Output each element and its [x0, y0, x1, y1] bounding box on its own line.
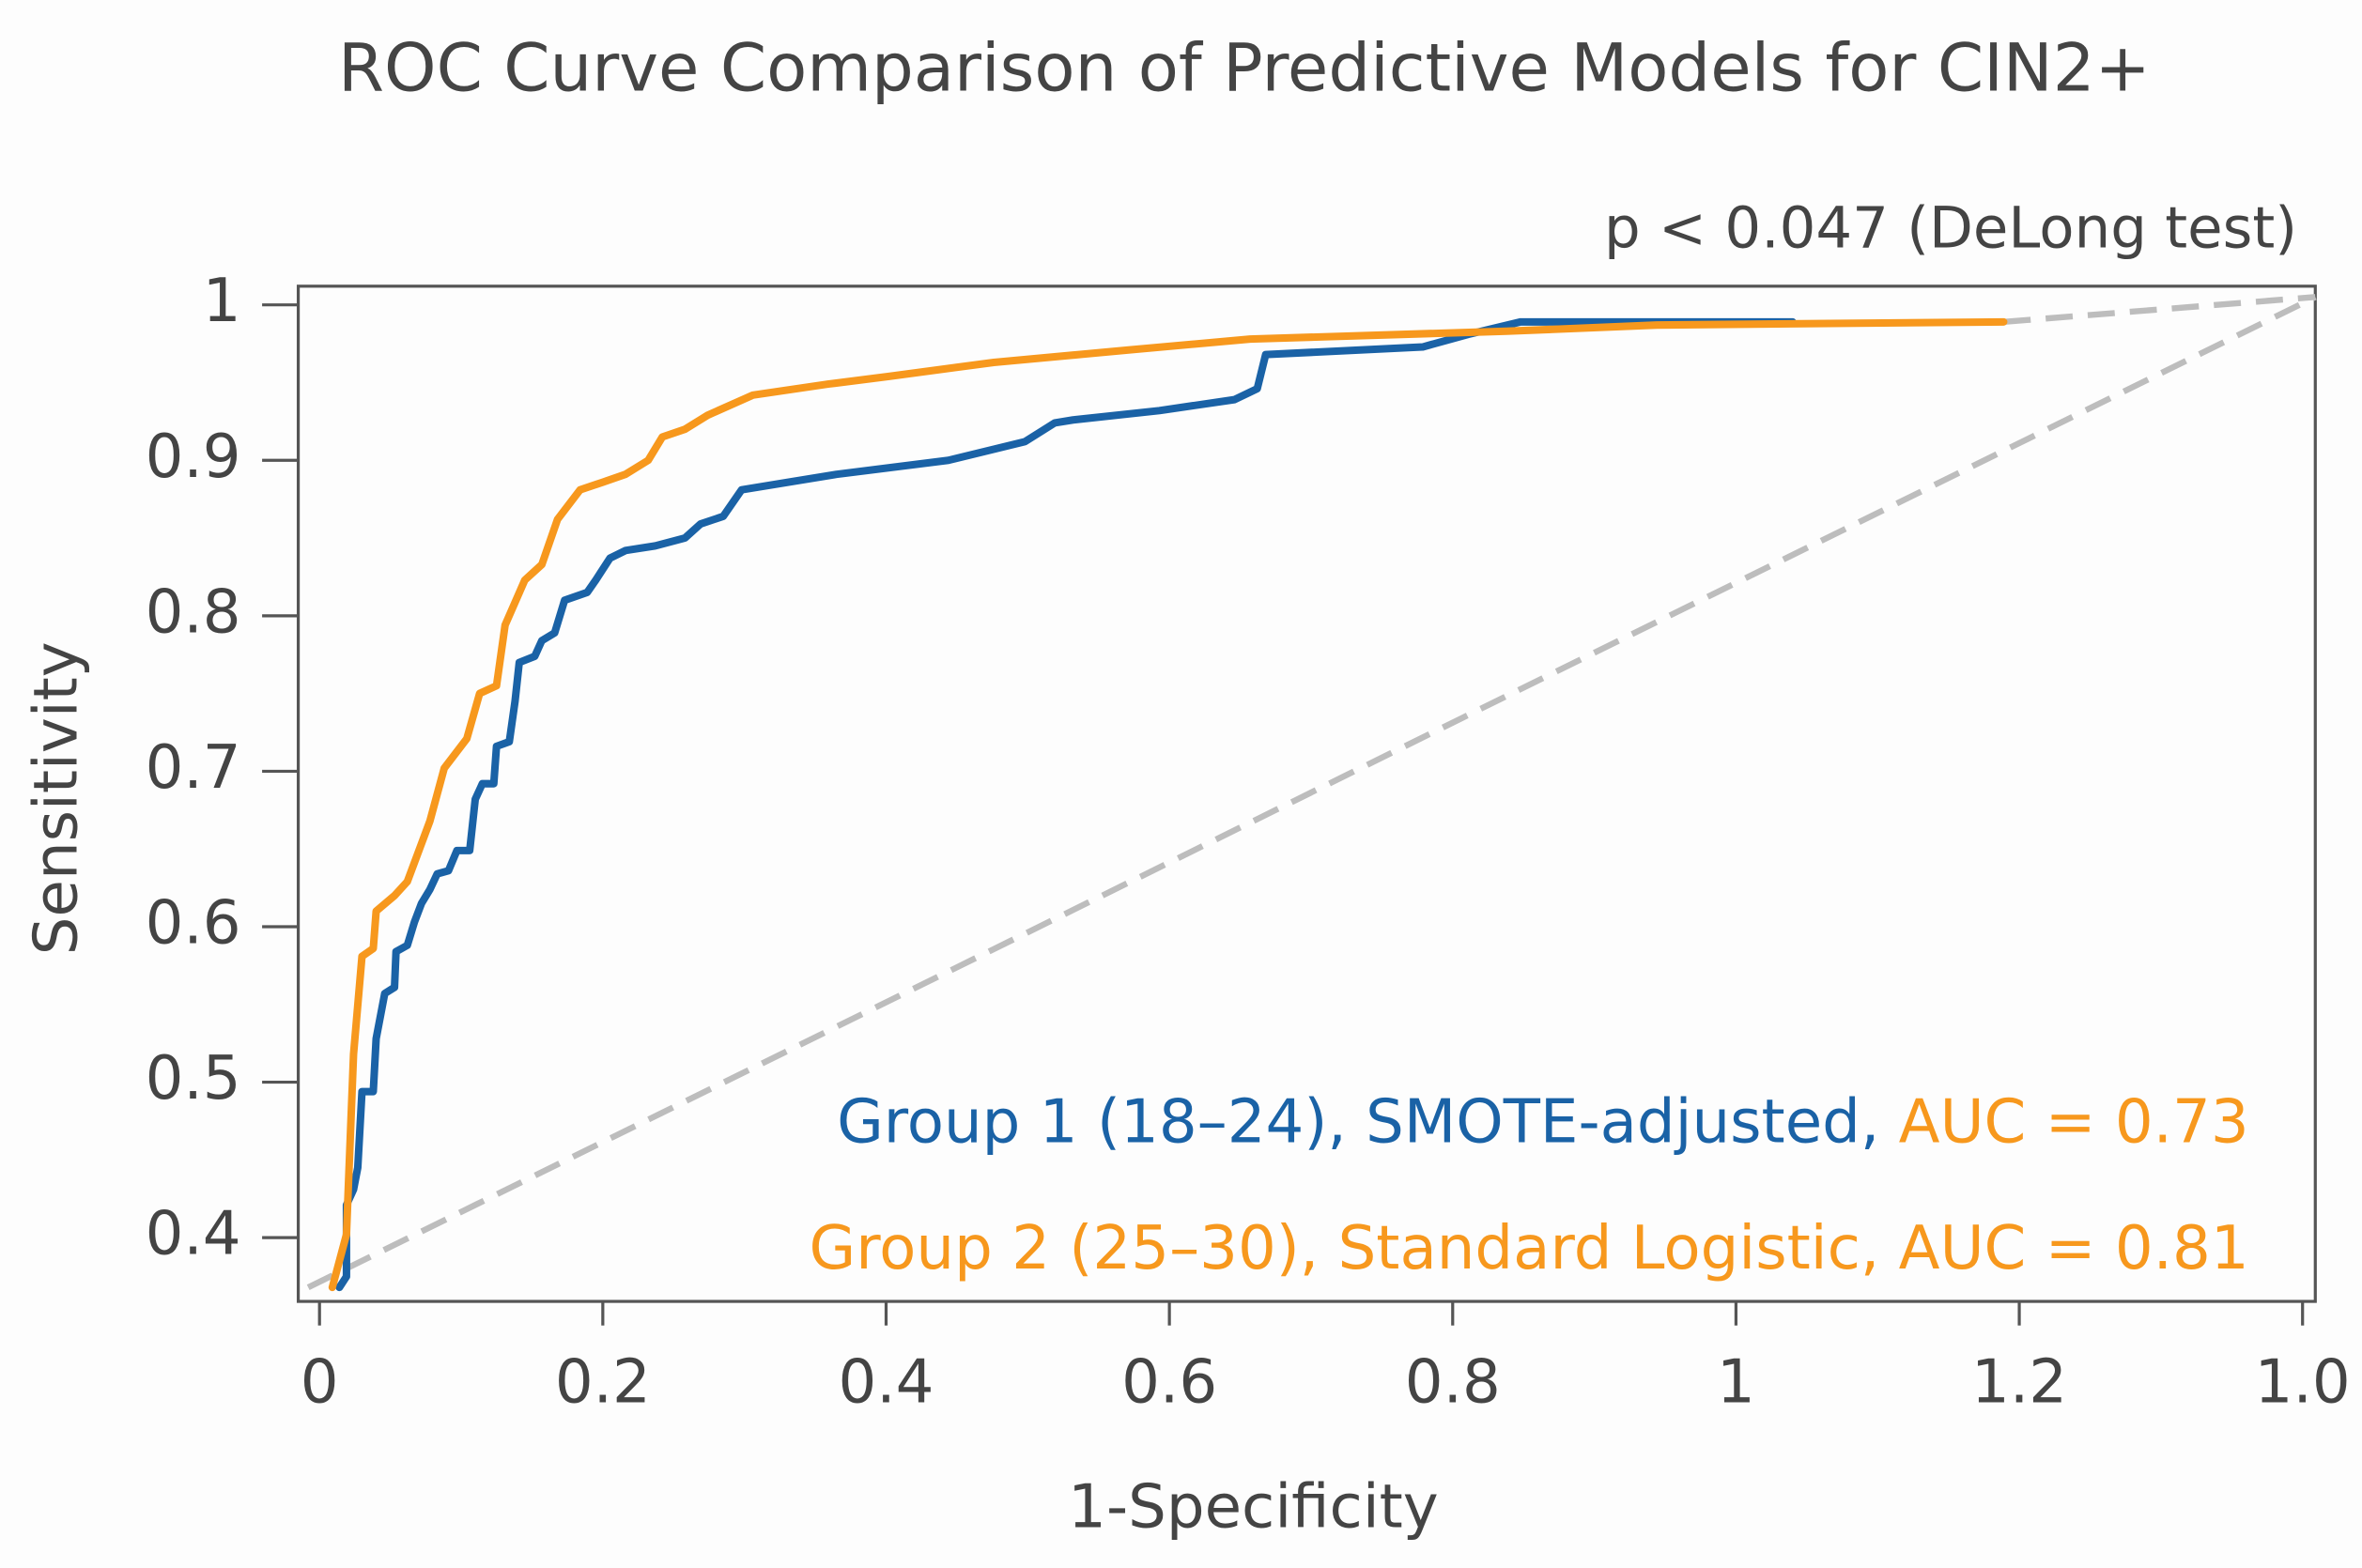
chart-title: ROC Curve Comparison of Predictive Model…	[338, 29, 2151, 107]
y-tick-label: 0.5	[146, 1043, 241, 1114]
roc-curve	[335, 317, 1797, 1292]
y-tick-label: 1	[203, 266, 241, 336]
legend-entry: Group 2 (25–30), Standard Logistic, AUC …	[810, 1213, 2249, 1284]
plot-frame	[296, 284, 2317, 1303]
x-tick-label: 1.2	[1971, 1346, 2067, 1417]
y-axis-label: Sensitivity	[22, 641, 92, 955]
y-tick-label: 0.4	[146, 1199, 241, 1269]
legend-auc: AUC = 0.73	[1899, 1086, 2249, 1157]
legend-name: Group 1 (18–24), SMOTE-adjusted,	[837, 1086, 1879, 1157]
y-tick-label: 0.6	[146, 888, 241, 959]
reference-line	[306, 294, 2317, 1291]
x-tick-label: 1.0	[2255, 1346, 2351, 1417]
x-tick-label: 0	[301, 1346, 339, 1417]
x-tick-label: 0.2	[555, 1346, 651, 1417]
roc-curve	[328, 317, 2008, 1292]
legend-auc: AUC = 0.81	[1899, 1213, 2249, 1284]
reference-line	[2003, 294, 2316, 326]
y-tick-label: 0.7	[146, 732, 241, 803]
y-tick-label: 0.9	[146, 422, 241, 492]
x-tick-label: 0.4	[838, 1346, 934, 1417]
x-tick-label: 0.8	[1405, 1346, 1501, 1417]
x-tick-label: 1	[1717, 1346, 1755, 1417]
y-tick-label: 0.8	[146, 576, 241, 647]
x-tick-label: 0.6	[1121, 1346, 1217, 1417]
legend-name: Group 2 (25–30), Standard Logistic,	[810, 1213, 1880, 1284]
x-axis-label: 1-Specificity	[1068, 1472, 1439, 1543]
legend-entry: Group 1 (18–24), SMOTE-adjusted, AUC = 0…	[837, 1086, 2249, 1157]
annotation: p < 0.047 (DeLong test)	[1604, 195, 2297, 262]
